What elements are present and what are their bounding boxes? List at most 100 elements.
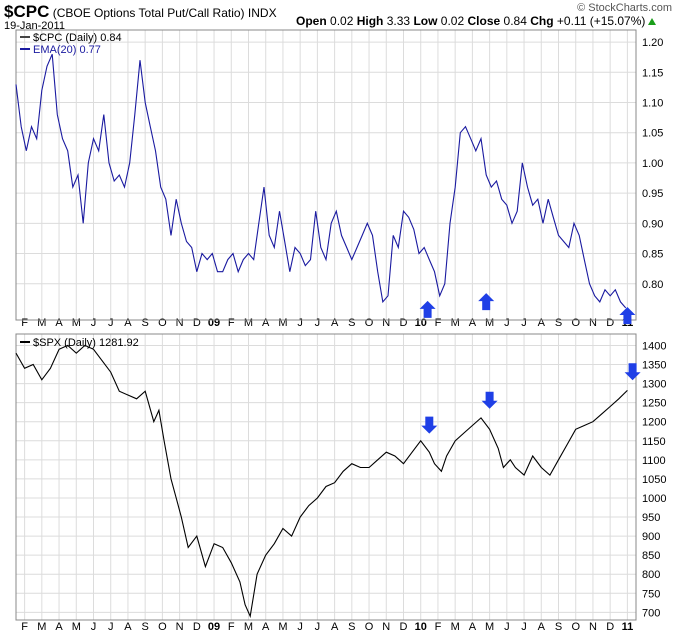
x-tick-label: O [571,317,580,329]
x-tick-label: M [451,621,460,633]
x-tick-label: M [37,621,46,633]
x-tick-label: J [521,621,527,633]
ohlc-readout: Open 0.02 High 3.33 Low 0.02 Close 0.84 … [296,14,657,28]
x-tick-label: A [262,621,270,633]
x-tick-label: J [315,317,321,329]
arrow-down-icon [624,363,641,381]
x-tick-label: J [91,621,97,633]
spx-legend: $SPX (Daily) 1281.92 [20,337,139,349]
y-tick-label: 1400 [642,340,666,352]
x-tick-label: O [158,621,167,633]
x-tick-label: M [485,317,494,329]
x-tick-label: M [72,317,81,329]
y-tick-label: 1350 [642,360,666,372]
x-tick-label: M [244,317,253,329]
y-tick-label: 0.80 [642,279,663,291]
x-tick-label: N [176,317,184,329]
x-tick-label: D [606,317,614,329]
x-tick-label: F [435,621,442,633]
x-tick-label: 10 [415,621,427,633]
y-tick-label: 1.10 [642,98,663,110]
x-tick-label: D [400,621,408,633]
y-tick-label: 0.85 [642,249,663,261]
x-tick-label: S [141,621,148,633]
arrow-up-icon [478,293,495,311]
x-tick-label: O [365,317,374,329]
x-tick-label: D [193,621,201,633]
cpc-series-line [15,53,627,309]
x-tick-label: F [435,317,442,329]
x-tick-label: A [124,317,132,329]
spx-series-line [15,344,628,619]
arrow-up-icon [419,300,436,318]
up-triangle-icon [648,18,657,25]
x-tick-label: D [606,621,614,633]
ema-legend-swatch [20,48,30,50]
y-tick-label: 1.05 [642,128,663,140]
x-tick-label: 09 [208,317,220,329]
spx-legend-swatch [20,341,30,343]
x-tick-label: M [244,621,253,633]
x-tick-label: A [55,317,63,329]
ema-legend: EMA(20) 0.77 [20,44,101,56]
y-tick-label: 800 [642,569,660,581]
x-tick-label: A [55,621,63,633]
x-tick-label: 11 [622,621,634,633]
x-tick-label: J [91,317,97,329]
exchange: INDX [247,6,277,20]
x-tick-label: S [141,317,148,329]
x-tick-label: M [37,317,46,329]
x-tick-label: J [108,317,114,329]
x-tick-label: J [297,621,303,633]
x-tick-label: D [400,317,408,329]
x-tick-label: J [297,317,303,329]
x-tick-label: J [521,317,527,329]
x-tick-label: A [538,621,546,633]
x-tick-label: N [589,621,597,633]
y-tick-label: 1.20 [642,37,663,49]
y-tick-label: 700 [642,607,660,619]
x-tick-label: M [278,317,287,329]
y-tick-label: 1050 [642,474,666,486]
x-tick-label: F [21,621,28,633]
x-tick-label: J [504,621,510,633]
x-tick-label: A [538,317,546,329]
y-tick-label: 0.95 [642,188,663,200]
x-tick-label: J [504,317,510,329]
y-tick-label: 900 [642,531,660,543]
y-tick-label: 1000 [642,493,666,505]
x-tick-label: J [315,621,321,633]
y-tick-label: 1.00 [642,158,663,170]
panel-frame [15,29,637,321]
x-tick-label: N [589,317,597,329]
y-tick-label: 850 [642,550,660,562]
y-tick-label: 750 [642,588,660,600]
x-tick-label: A [262,317,270,329]
symbol: $CPC [4,2,50,21]
arrow-down-icon [481,391,498,409]
chart-title: $CPC (CBOE Options Total Put/Call Ratio)… [4,2,277,22]
x-tick-label: A [331,317,339,329]
y-tick-label: 1150 [642,436,666,448]
x-tick-label: A [469,317,477,329]
cpc-legend: $CPC (Daily) 0.84 [20,32,122,44]
arrow-down-icon [421,416,438,434]
cpc-legend-swatch [20,36,30,38]
x-tick-label: F [228,317,235,329]
x-tick-label: S [348,317,355,329]
stockcharts-brand[interactable]: © StockCharts.com [577,2,672,14]
x-tick-label: F [228,621,235,633]
x-tick-label: N [382,621,390,633]
x-tick-label: N [382,317,390,329]
x-tick-label: F [21,317,28,329]
x-tick-label: A [469,621,477,633]
x-tick-label: 09 [208,621,220,633]
x-tick-label: M [451,317,460,329]
x-tick-label: S [555,317,562,329]
x-tick-label: N [176,621,184,633]
x-tick-label: J [108,621,114,633]
y-tick-label: 0.90 [642,218,663,230]
x-tick-label: A [124,621,132,633]
arrow-up-icon [619,307,636,324]
